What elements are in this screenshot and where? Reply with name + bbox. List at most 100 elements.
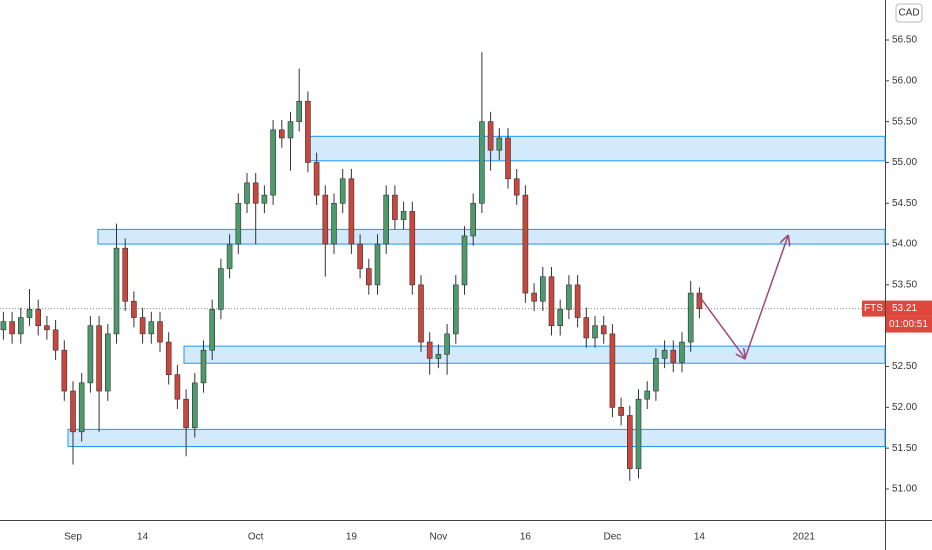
- candle-body: [122, 247, 128, 302]
- candle-body: [392, 194, 398, 220]
- candle-body: [687, 292, 694, 343]
- candle-body: [165, 341, 172, 375]
- zone: [307, 135, 886, 162]
- candle-body: [200, 349, 207, 384]
- y-tick-label: 56.00: [892, 75, 917, 86]
- y-tick-label: 51.00: [892, 484, 917, 495]
- candle-body: [287, 121, 294, 139]
- candle-body: [96, 325, 102, 392]
- zone: [67, 428, 886, 448]
- x-tick-label: 2021: [793, 532, 816, 543]
- candle-body: [218, 268, 224, 310]
- candle-body: [148, 321, 155, 335]
- candle-body: [592, 325, 598, 339]
- y-tick-label: 51.50: [892, 443, 917, 454]
- candle-body: [261, 194, 268, 204]
- candle-body: [531, 292, 537, 302]
- candle-body: [183, 398, 189, 429]
- candle-body: [348, 178, 355, 245]
- zone: [183, 345, 886, 364]
- countdown-tag: [886, 316, 932, 333]
- price-label: 53.21: [892, 303, 917, 314]
- candle-body: [400, 211, 407, 220]
- candle-body: [0, 321, 7, 331]
- candle-body: [548, 276, 555, 327]
- x-tick-label: 19: [346, 532, 358, 543]
- symbol-tag: [862, 300, 885, 317]
- candle-body: [87, 325, 94, 384]
- candle-body: [496, 137, 503, 151]
- candle-body: [461, 235, 468, 286]
- candle-body: [426, 341, 433, 359]
- candle-body: [313, 162, 320, 196]
- candle-body: [9, 321, 15, 335]
- candle-body: [479, 121, 485, 204]
- candle-body: [626, 415, 633, 469]
- y-tick-label: 55.50: [892, 116, 917, 127]
- zone: [97, 228, 886, 245]
- candle-body: [244, 182, 250, 204]
- candle-body: [61, 349, 68, 392]
- candle-body: [653, 358, 659, 392]
- candle-body: [17, 317, 24, 335]
- candle-body: [252, 182, 259, 204]
- y-tick-label: 56.50: [892, 35, 917, 46]
- candle-body: [105, 333, 111, 392]
- candle-body: [409, 211, 416, 286]
- candle-body: [557, 309, 564, 327]
- candle-body: [574, 284, 581, 318]
- x-tick-label: 16: [520, 532, 532, 543]
- currency-box[interactable]: [895, 3, 923, 23]
- candle-body: [487, 121, 494, 151]
- candle-body: [661, 349, 668, 359]
- candle-body: [635, 398, 642, 469]
- candle-body: [452, 284, 459, 335]
- currency: CAD: [898, 8, 919, 19]
- x-tick-label: Dec: [604, 532, 622, 543]
- x-tick-label: Sep: [64, 532, 82, 543]
- price-tag: [886, 300, 932, 317]
- candle-body: [26, 309, 33, 318]
- candle-body: [444, 333, 450, 355]
- candle-body: [52, 329, 59, 351]
- x-tick-label: 14: [137, 532, 149, 543]
- candle-body: [365, 268, 372, 286]
- candle-body: [539, 276, 546, 302]
- y-tick-label: 54.00: [892, 239, 917, 250]
- symbol-label: FTS: [864, 303, 883, 314]
- candle-body: [513, 178, 520, 196]
- candle-body: [35, 309, 42, 327]
- candle-body: [339, 178, 346, 204]
- candle-body: [192, 382, 198, 429]
- candle-body: [383, 194, 390, 245]
- y-tick-label: 53.50: [892, 280, 917, 291]
- candle-body: [566, 284, 572, 310]
- y-tick-label: 52.00: [892, 402, 917, 413]
- candle-body: [322, 194, 329, 245]
- candle-body: [618, 407, 624, 416]
- candle-body: [78, 382, 85, 433]
- candle-body: [505, 137, 511, 180]
- candle-body: [44, 325, 50, 331]
- candle-body: [418, 284, 424, 343]
- candle-body: [139, 317, 146, 335]
- y-tick-label: 54.50: [892, 198, 917, 209]
- candle-body: [209, 309, 215, 351]
- candle-body: [305, 100, 311, 163]
- candle-body: [226, 243, 233, 269]
- candle-body: [583, 317, 590, 339]
- countdown: 01:00:51: [889, 319, 928, 330]
- candle-body: [70, 390, 76, 433]
- candle-body: [270, 129, 276, 196]
- candle-body: [609, 333, 616, 408]
- x-tick-label: Nov: [430, 532, 448, 543]
- y-tick-label: 52.50: [892, 361, 917, 372]
- x-tick-label: Oct: [248, 532, 264, 543]
- candle-body: [357, 243, 363, 269]
- candle-body: [296, 100, 303, 122]
- candle-body: [600, 325, 607, 335]
- candle-body: [331, 202, 337, 245]
- candle-body: [644, 390, 651, 400]
